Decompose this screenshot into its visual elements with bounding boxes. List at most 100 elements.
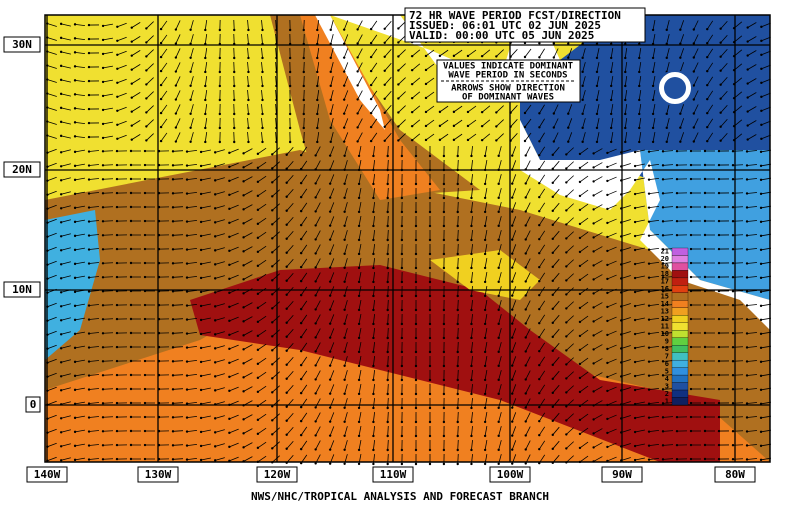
wave-arrow-head [59, 78, 63, 82]
scale-label: 15 [661, 293, 669, 301]
wave-arrow-head [372, 448, 375, 452]
wave-arrow-head [581, 70, 584, 74]
wave-arrow-head [233, 140, 236, 144]
wave-arrow-head [369, 83, 373, 87]
wave-arrow [186, 457, 198, 461]
wave-arrow-head [414, 392, 418, 396]
wave-arrow-head [143, 149, 147, 153]
wave-arrow-head [271, 391, 274, 394]
wave-arrow-head [538, 42, 541, 45]
wave-arrow-head [130, 40, 133, 43]
wave-arrow [652, 118, 656, 128]
wave-arrow [648, 331, 660, 335]
wave-arrow-head [87, 37, 91, 41]
scale-label: 8 [665, 345, 669, 353]
wave-arrow [635, 345, 645, 349]
wave-arrow [439, 119, 449, 127]
wave-arrow-head [115, 233, 119, 237]
wave-arrow [387, 243, 389, 255]
wave-arrow-head [497, 182, 500, 186]
wave-arrow-head [414, 154, 418, 158]
wave-arrow-head [647, 290, 651, 293]
wave-arrow [471, 355, 473, 367]
wave-arrow-head [73, 79, 77, 82]
wave-arrow [579, 287, 589, 295]
wave-arrow [525, 174, 531, 184]
wave-arrow-head [101, 332, 105, 335]
wave-arrow [525, 370, 531, 380]
wave-arrow-head [759, 360, 763, 364]
wave-arrow [61, 429, 71, 433]
wave-arrow-head [483, 266, 487, 270]
wave-arrow-head [397, 69, 400, 72]
wave-arrow-head [689, 149, 693, 153]
wave-arrow-head [143, 191, 147, 195]
wave-arrow-head [174, 126, 178, 129]
wave-arrow [706, 90, 714, 100]
wave-arrow [201, 317, 211, 321]
wave-arrow [344, 258, 348, 268]
wave-arrow-head [314, 308, 317, 311]
wave-arrow-head [470, 266, 473, 270]
wave-arrow [607, 372, 617, 378]
wave-arrow-head [159, 27, 163, 31]
wave-arrow [75, 275, 85, 279]
wave-arrow [453, 49, 463, 57]
wave-arrow [538, 216, 546, 226]
wave-arrow-head [624, 98, 627, 102]
wave-arrow [553, 132, 559, 142]
wave-arrow-head [185, 248, 189, 251]
wave-arrow-head [357, 294, 361, 298]
wave-arrow-head [256, 362, 260, 366]
wave-arrow-head [143, 373, 147, 377]
wave-arrow-head [661, 206, 665, 209]
wave-arrow [88, 192, 100, 194]
wave-arrow [315, 328, 321, 338]
wave-arrow [102, 248, 114, 250]
wave-arrow-head [256, 320, 260, 324]
wave-arrow [201, 429, 211, 433]
wave-arrow-head [228, 291, 231, 295]
wave-arrow [300, 258, 308, 268]
wave-arrow-head [383, 83, 386, 86]
wave-arrow [330, 48, 334, 58]
wave-arrow-head [511, 448, 514, 451]
wave-arrow-head [285, 223, 288, 226]
wave-arrow-head [189, 28, 192, 32]
wave-arrow-head [185, 220, 189, 223]
wave-arrow-head [400, 378, 404, 382]
wave-arrow [610, 48, 614, 58]
wave-arrow [746, 234, 758, 236]
wave-arrow [229, 344, 239, 350]
wave-arrow [88, 360, 100, 362]
wave-arrow-head [606, 151, 609, 155]
wave-arrow [300, 244, 308, 254]
wave-arrow-head [717, 429, 721, 433]
wave-arrow-head [115, 177, 119, 181]
wave-arrow-head [703, 317, 707, 321]
wave-arrow-head [414, 294, 418, 298]
wave-arrow-head [524, 210, 527, 213]
wave-arrow [373, 299, 375, 311]
wave-arrow-head [271, 321, 274, 324]
wave-arrow [566, 273, 574, 281]
wave-arrow [552, 370, 560, 380]
wave-arrow [247, 19, 249, 31]
wave-arrow [746, 304, 758, 306]
wave-arrow [481, 119, 491, 127]
wave-arrow-head [233, 98, 236, 102]
wave-arrow-head [717, 163, 721, 167]
wave-arrow-head [73, 107, 77, 110]
wave-arrow [746, 206, 758, 208]
wave-arrow-head [256, 334, 260, 338]
wave-arrow [47, 93, 57, 97]
wave-arrow [117, 64, 127, 70]
wave-arrow [190, 48, 194, 58]
wave-arrow [706, 104, 714, 114]
wave-arrow [343, 34, 349, 44]
wave-arrow-head [679, 140, 682, 143]
wave-arrow [74, 107, 86, 111]
wave-arrow [358, 328, 362, 338]
wave-arrow-head [261, 84, 264, 88]
wave-arrow-head [372, 392, 375, 396]
